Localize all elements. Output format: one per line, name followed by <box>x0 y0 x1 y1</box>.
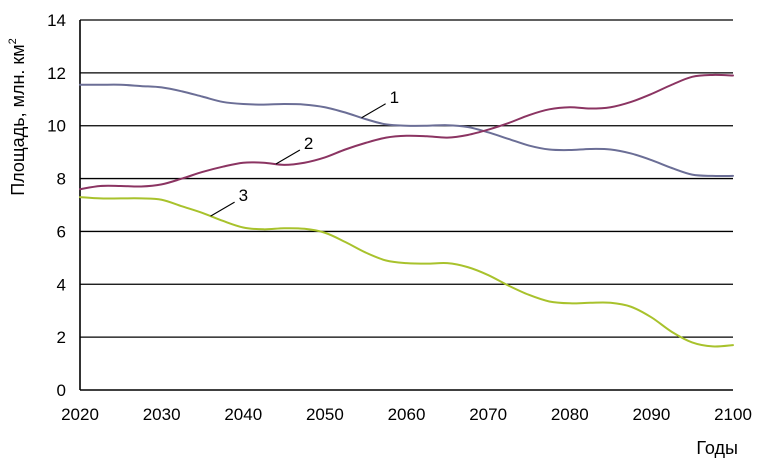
y-tick-label: 10 <box>47 117 66 136</box>
x-tick-label: 2030 <box>143 405 181 424</box>
y-tick-label: 0 <box>57 381 66 400</box>
y-axis-title-superscript: 2 <box>7 38 19 44</box>
series-line-2 <box>79 73 734 191</box>
x-tick-label: 2100 <box>714 405 752 424</box>
x-tick-label: 2050 <box>306 405 344 424</box>
y-tick-label: 2 <box>57 328 66 347</box>
y-tick-labels: 0 2 4 6 8 10 12 14 <box>47 11 66 400</box>
x-tick-label: 2040 <box>224 405 262 424</box>
y-tick-label: 12 <box>47 64 66 83</box>
grid-lines <box>80 19 733 338</box>
x-tick-label: 2020 <box>61 405 99 424</box>
y-tick-label: 8 <box>57 170 66 189</box>
y-tick-label: 14 <box>47 11 66 30</box>
y-tick-label: 6 <box>57 222 66 241</box>
y-axis-title-main: Площадь, млн. км <box>8 44 28 195</box>
axes <box>79 20 733 391</box>
x-tick-label: 2070 <box>469 405 507 424</box>
y-axis-title: Площадь, млн. км2 <box>7 38 28 196</box>
annotation-label-2: 2 <box>304 134 313 153</box>
x-tick-label: 2090 <box>632 405 670 424</box>
data-series <box>79 73 734 348</box>
annotation-label-3: 3 <box>239 186 248 205</box>
curve-annotations: 1 2 3 <box>210 88 399 217</box>
x-tick-labels: 2020 2030 2040 2050 2060 2070 2080 2090 2100 <box>61 405 752 424</box>
y-tick-label: 4 <box>57 275 66 294</box>
series-line-1 <box>79 83 734 178</box>
x-tick-label: 2080 <box>551 405 589 424</box>
annotation-leader-3 <box>210 201 235 217</box>
annotation-label-1: 1 <box>390 88 399 107</box>
annotation-leader-2 <box>275 149 301 165</box>
x-tick-label: 2060 <box>388 405 426 424</box>
series-line-3 <box>79 196 734 348</box>
annotation-leader-1 <box>361 103 386 119</box>
x-axis-title: Годы <box>696 438 738 458</box>
